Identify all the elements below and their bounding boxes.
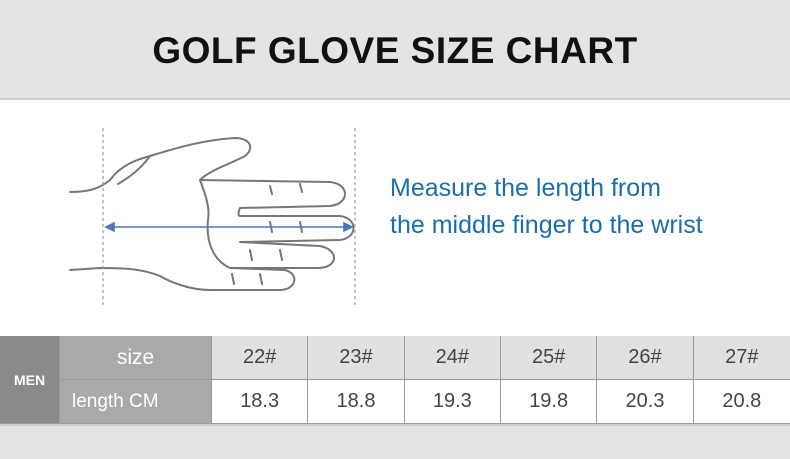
table-cell: 25# xyxy=(501,336,598,380)
table-cell: 24# xyxy=(404,336,501,380)
footer-band xyxy=(0,424,790,459)
table-cell: 18.8 xyxy=(308,380,405,424)
title: GOLF GLOVE SIZE CHART xyxy=(152,30,638,71)
size-table: MEN size length CM 22# 23# 24# 25# 26# 27# 18.3 18… xyxy=(0,336,790,424)
table-cell: 19.8 xyxy=(501,380,598,424)
table-cell: 27# xyxy=(693,336,790,380)
instruction-line: Measure the length from xyxy=(390,174,661,202)
header-band: GOLF GLOVE SIZE CHART xyxy=(0,0,790,100)
table-cell: 23# xyxy=(308,336,405,380)
table-cell: 18.3 xyxy=(212,380,309,424)
row-header: size xyxy=(60,336,212,380)
row-header: length CM xyxy=(60,380,212,424)
table-cell: 20.3 xyxy=(597,380,694,424)
group-label: MEN xyxy=(0,336,60,424)
hand-illustration xyxy=(69,128,356,306)
table-cell: 20.8 xyxy=(693,380,790,424)
table-cell: 22# xyxy=(212,336,309,380)
instruction-line: the middle finger to the wrist xyxy=(390,211,703,239)
table-cell: 19.3 xyxy=(404,380,501,424)
table-cell: 26# xyxy=(597,336,694,380)
